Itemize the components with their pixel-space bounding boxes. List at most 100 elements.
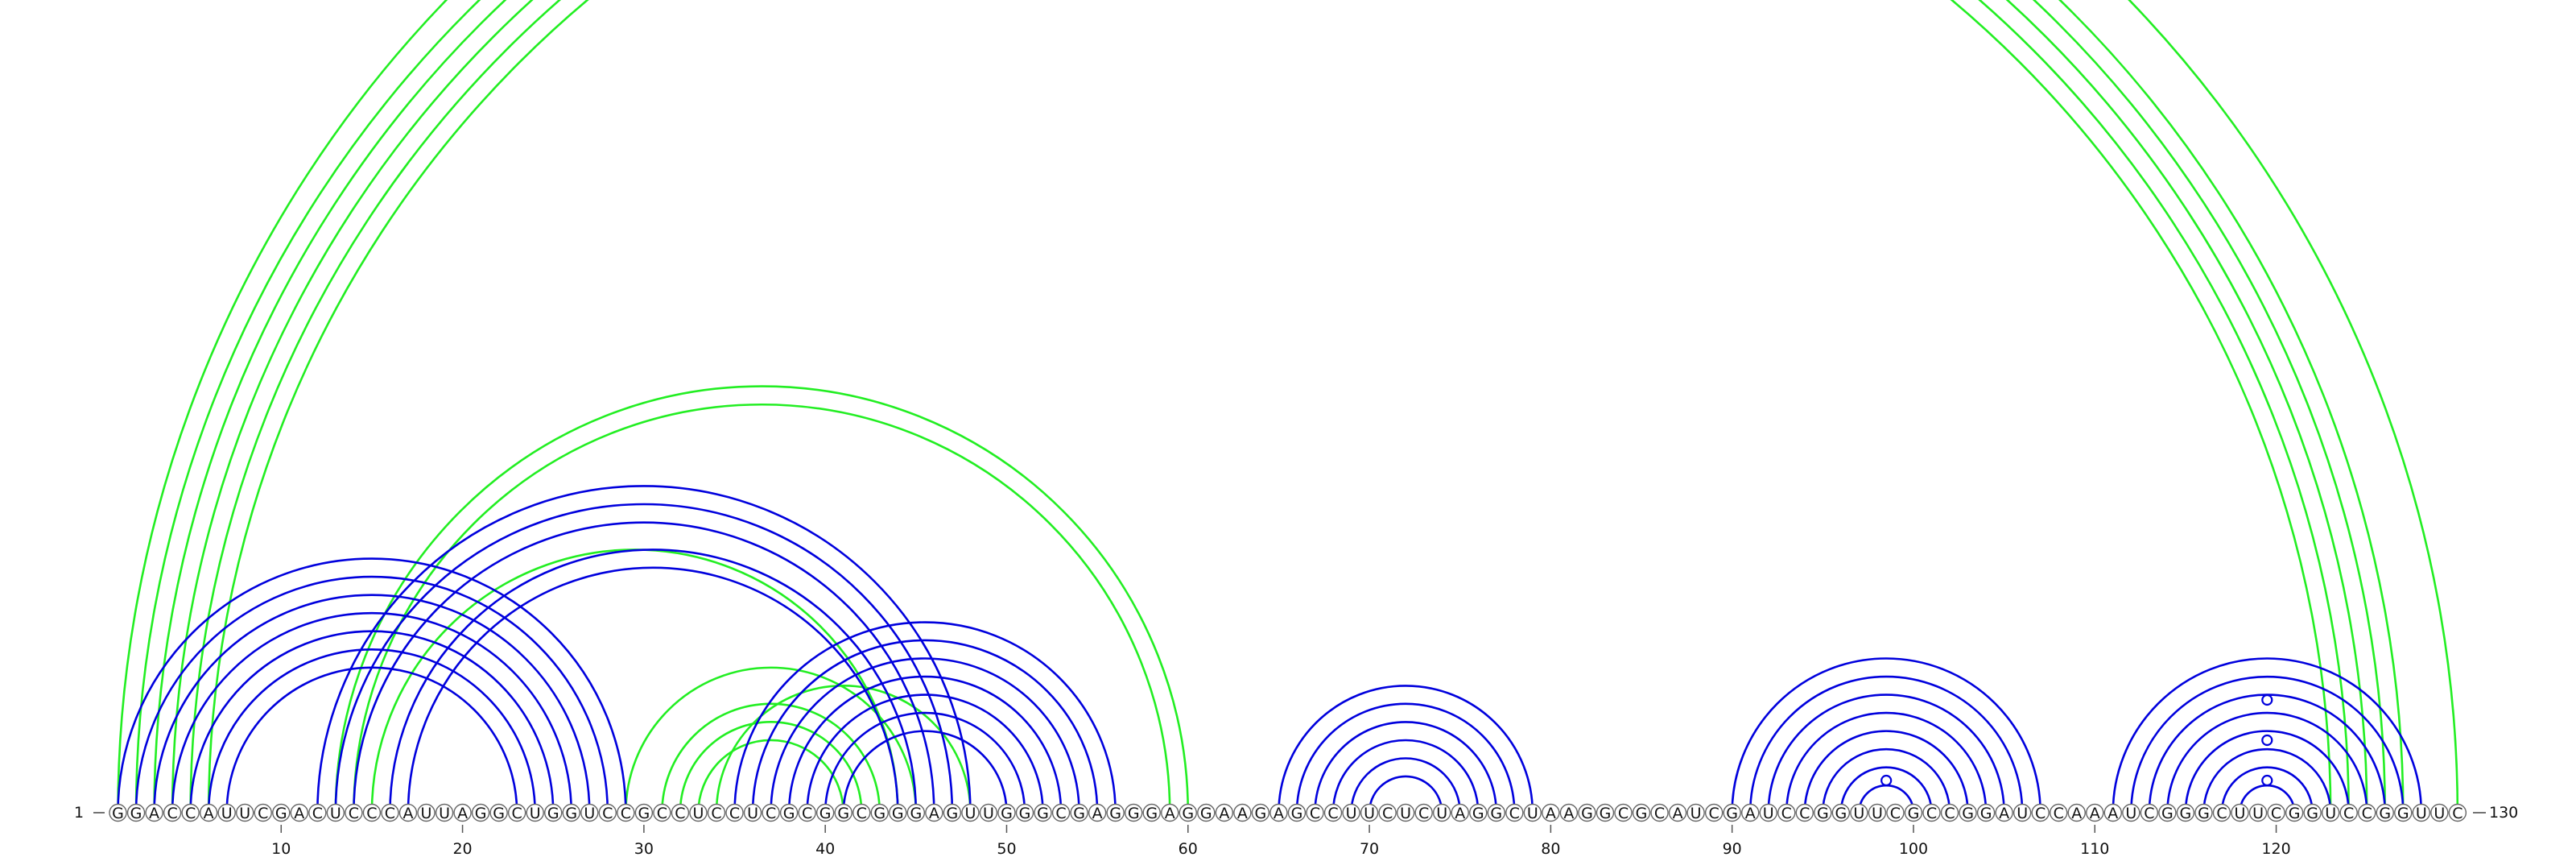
base-pair-arc-4-125 <box>171 0 2368 814</box>
nucleotide-circle <box>798 803 816 822</box>
base-pair-arc-1-130 <box>118 0 2458 813</box>
nucleotide: G <box>489 803 508 822</box>
nucleotide-letter: U <box>1436 805 1447 822</box>
nucleotide-letter: U <box>1527 805 1538 822</box>
nucleotide-letter: C <box>729 805 740 822</box>
nucleotide: C <box>671 803 690 822</box>
nucleotide-letter: U <box>2125 805 2136 822</box>
nucleotide-circle <box>2031 803 2050 822</box>
base-pair-arc-68-76 <box>1331 739 1480 814</box>
base-pair-arc-40-51 <box>824 711 1026 814</box>
nucleotide-letter: U <box>1872 805 1883 822</box>
nucleotide-circle <box>979 803 998 822</box>
nucleotide: G <box>1578 803 1596 822</box>
nucleotide: U <box>1759 803 1777 822</box>
nucleotide-circle <box>1469 803 1488 822</box>
nucleotide-letter: C <box>1799 805 1810 822</box>
nucleotide-circle <box>308 803 327 822</box>
base-pair-arc-12-48 <box>316 485 972 814</box>
base-pair-arc-112-127 <box>2130 675 2405 814</box>
nucleotide-circle <box>1306 803 1324 822</box>
nucleotide: U <box>1432 803 1451 822</box>
nucleotide-circle <box>109 803 127 822</box>
nucleotide-circle <box>1814 803 1832 822</box>
nucleotide-letter: C <box>2216 805 2227 822</box>
nucleotide: U <box>1396 803 1415 822</box>
nucleotide: C <box>2339 803 2358 822</box>
nucleotide-circle <box>1868 803 1887 822</box>
nucleotide: A <box>453 803 472 822</box>
base-pair-arc-6-24 <box>207 648 536 814</box>
axis-tick-label: 10 <box>271 840 291 857</box>
base-pair-arc-95-102 <box>1822 747 1951 814</box>
nucleotide: G <box>1251 803 1270 822</box>
nucleotide-letter: U <box>964 805 976 822</box>
nucleotide: C <box>852 803 871 822</box>
nucleotide: A <box>1740 803 1760 822</box>
nucleotide-circle <box>2231 803 2249 822</box>
nucleotide-circle <box>1831 803 1851 822</box>
nucleotide-letter: A <box>149 805 159 822</box>
nucleotide-circle <box>2430 803 2449 822</box>
arcs-layer <box>118 0 2458 813</box>
nucleotide: G <box>1487 803 1505 822</box>
base-pair-arc-65-79 <box>1278 684 1534 814</box>
nucleotide: G <box>1287 803 1307 822</box>
arc-marker <box>1880 774 1893 787</box>
nucleotide-circle <box>2212 803 2231 822</box>
nucleotide: A <box>1559 803 1579 822</box>
nucleotide-letter: A <box>1455 805 1465 822</box>
arc-marker <box>2261 693 2273 706</box>
nucleotide-circle <box>1051 803 1071 822</box>
nucleotide-circle <box>2303 803 2322 822</box>
nucleotide: G <box>1976 803 1996 822</box>
nucleotide: G <box>2285 803 2304 822</box>
nucleotide-circle <box>2176 803 2195 822</box>
nucleotide-letter: A <box>402 805 413 822</box>
base-pair-arc-13-47 <box>334 503 954 814</box>
base-pair-arc-93-104 <box>1785 711 1988 814</box>
nucleotide: A <box>925 803 943 822</box>
nucleotide-circle <box>2013 803 2032 822</box>
base-pair-arc-15-44 <box>370 549 899 814</box>
nucleotide-letter: G <box>565 805 577 822</box>
nucleotide: G <box>906 803 926 822</box>
nucleotide: G <box>997 803 1016 822</box>
base-pair-arc-1-29 <box>117 557 627 814</box>
nucleotide: C <box>1378 803 1397 822</box>
nucleotide-letter: G <box>1109 805 1121 822</box>
nucleotide-circle <box>1070 803 1088 822</box>
nucleotide-letter: C <box>258 805 268 822</box>
nucleotide-letter: C <box>1708 805 1719 822</box>
nucleotide: G <box>272 803 291 822</box>
nucleotide: C <box>653 803 671 822</box>
nucleotide-letter: C <box>349 805 359 822</box>
nucleotide-letter: C <box>512 805 522 822</box>
nucleotide: G <box>889 803 907 822</box>
nucleotide-circle <box>126 803 146 822</box>
nucleotide: U <box>526 803 544 822</box>
nucleotide-circle <box>1106 803 1125 822</box>
nucleotide-letter: U <box>2252 805 2264 822</box>
nucleotide-letter: G <box>493 805 505 822</box>
nucleotide-circle <box>1795 803 1814 822</box>
nucleotide-letter: G <box>783 805 795 822</box>
nucleotide-letter: C <box>1944 805 1955 822</box>
nucleotide-circle <box>815 803 835 822</box>
nucleotide: U <box>2013 803 2032 822</box>
nucleotide-circle <box>1523 803 1542 822</box>
nucleotide-letter: G <box>1600 805 1612 822</box>
nucleotide: A <box>398 803 418 822</box>
nucleotide: U <box>2321 803 2340 822</box>
nucleotide-letter: C <box>1055 805 1066 822</box>
nucleotide-letter: G <box>1835 805 1847 822</box>
base-pair-arc-37-54 <box>770 657 1080 814</box>
nucleotide-letter: C <box>1781 805 1792 822</box>
nucleotide-circle <box>2394 803 2413 822</box>
nucleotide: G <box>1596 803 1615 822</box>
nucleotide-letter: G <box>2161 805 2174 822</box>
nucleotide-letter: A <box>2107 805 2118 822</box>
nucleotide: U <box>2248 803 2268 822</box>
nucleotide: G <box>1142 803 1161 822</box>
nucleotide-circle <box>2067 803 2086 822</box>
